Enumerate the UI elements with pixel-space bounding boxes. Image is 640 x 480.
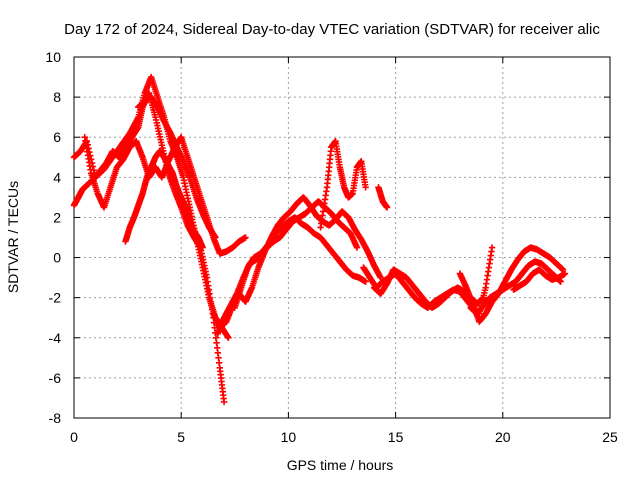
chart-title: Day 172 of 2024, Sidereal Day-to-day VTE… (64, 21, 600, 38)
data-point (362, 278, 369, 285)
x-axis-title: GPS time / hours (287, 457, 394, 473)
y-tick-label: 6 (53, 129, 61, 145)
data-point (199, 244, 206, 251)
y-tick-label: -8 (49, 410, 62, 426)
y-tick-label: 10 (45, 49, 61, 65)
data-point (353, 244, 361, 251)
data-point (225, 334, 232, 341)
data-point (220, 398, 228, 406)
data-point (362, 184, 369, 191)
data-point (212, 234, 219, 241)
y-tick-label: 8 (53, 89, 61, 105)
x-tick-label: 0 (70, 429, 78, 445)
x-tick-label: 5 (177, 429, 185, 445)
x-tick-label: 25 (602, 429, 618, 445)
x-tick-label: 20 (495, 429, 511, 445)
y-tick-label: 0 (53, 250, 61, 266)
y-tick-label: 2 (53, 209, 61, 225)
data-point (480, 294, 487, 301)
y-axis-title: SDTVAR / TECUs (5, 181, 21, 293)
y-tick-label: 4 (53, 169, 61, 185)
data-marks (70, 73, 569, 406)
plot-frame (73, 56, 611, 419)
x-tick-label: 10 (281, 429, 297, 445)
y-tick-label: -4 (49, 330, 62, 346)
y-tick-label: -6 (49, 370, 62, 386)
data-point (377, 274, 384, 281)
data-point (561, 270, 569, 277)
data-point (383, 204, 391, 211)
x-tick-label: 15 (388, 429, 404, 445)
data-point (242, 234, 249, 241)
axis-ticks: 0 5 10 15 20 25 -8 -6 -4 -2 0 2 4 6 8 10 (45, 49, 618, 445)
data-point (488, 244, 496, 251)
y-tick-label: -2 (49, 290, 62, 306)
